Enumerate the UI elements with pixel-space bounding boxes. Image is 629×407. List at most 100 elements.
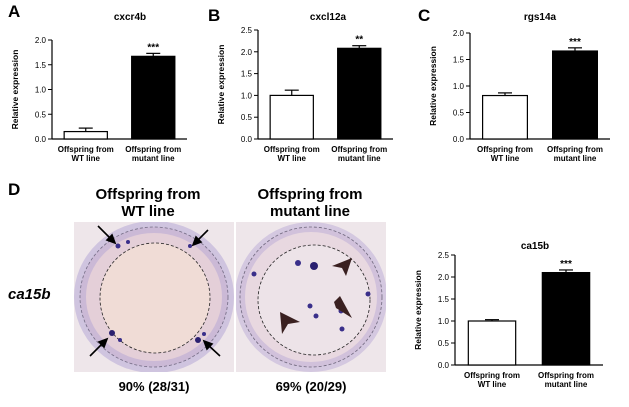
bar-wt (481, 94, 528, 140)
y-axis-label: Relative expression (428, 46, 438, 126)
arrow-icon (202, 339, 214, 351)
x-category-label: Offspring from (538, 371, 594, 380)
panel-label-c: C (418, 6, 431, 25)
significance-marker: ** (355, 35, 363, 46)
y-tick-label: 0.0 (241, 135, 253, 144)
mutant-image-title: Offspring from mutant line (257, 186, 363, 220)
chart-cxcr4b: cxcr4b 0.0 0.5 1.0 1.5 2.0 Relative expression… (10, 12, 187, 163)
chart-ca15b: ca15b 0.0 0.5 1.0 1.5 2.0 2.5 Relative expressi… (413, 241, 603, 389)
x-category-label: Offspring from (331, 145, 387, 154)
bar-wt (467, 320, 517, 366)
y-tick-label: 2.0 (438, 273, 450, 282)
y-axis-label: Relative expression (10, 50, 20, 130)
y-tick-label: 2.0 (35, 36, 47, 45)
stain-ring (236, 222, 386, 372)
stained-cell (313, 313, 319, 319)
y-tick-label: 1.0 (438, 317, 450, 326)
wt-embryo-image (74, 222, 234, 372)
x-category-label: Offspring from (58, 145, 114, 154)
arrow-icon (191, 235, 203, 247)
panel-label-a: A (8, 2, 21, 21)
chart-cxcl12a: cxcl12a 0.0 0.5 1.0 1.5 2.0 2.5 Relative expres… (216, 12, 393, 163)
x-category-label: Offspring from (264, 145, 320, 154)
y-tick-label: 1.5 (35, 61, 47, 70)
y-tick-label: 0.5 (453, 109, 465, 118)
y-tick-label: 1.5 (438, 295, 450, 304)
mutant-percentage: 69% (20/29) (275, 379, 347, 394)
panel-label-b: B (208, 6, 221, 25)
arrowhead-icons (280, 258, 352, 334)
stained-cell (118, 338, 122, 342)
x-category-label: WT line (478, 380, 507, 389)
stain-ring (74, 222, 234, 372)
y-tick-label: 1.0 (241, 91, 253, 100)
y-tick-label: 2.0 (453, 29, 465, 38)
bar-mutant (541, 271, 591, 366)
y-tick-label: 1.5 (453, 56, 465, 65)
y-tick-label: 0.0 (453, 135, 465, 144)
stained-cell (109, 330, 115, 336)
stained-cell (251, 271, 257, 277)
y-axis-label: Relative expression (413, 270, 423, 350)
y-tick-label: 2.0 (241, 48, 253, 57)
y-tick-label: 2.5 (241, 26, 253, 35)
x-category-label: mutant line (554, 154, 597, 163)
x-category-label: Offspring from (125, 145, 181, 154)
mutant-embryo-image (236, 222, 386, 372)
chart-title: rgs14a (524, 12, 557, 23)
x-category-label: WT line (491, 154, 520, 163)
significance-marker: *** (560, 259, 572, 270)
chart-rgs14a: rgs14a 0.0 0.5 1.0 1.5 2.0 Relative expression… (428, 12, 610, 163)
x-category-label: WT line (278, 154, 307, 163)
panel-label-d: D (8, 180, 21, 199)
stained-cell (307, 303, 313, 309)
x-category-label: Offspring from (477, 145, 533, 154)
stained-cell (195, 337, 201, 343)
stained-cell (126, 240, 130, 244)
stained-cell (115, 243, 121, 249)
y-tick-label: 0.5 (438, 339, 450, 348)
y-tick-label: 0.0 (35, 135, 47, 144)
stained-cell (365, 291, 371, 297)
bar-mutant (131, 55, 176, 140)
x-category-label: Offspring from (547, 145, 603, 154)
arrow-icon (97, 337, 109, 349)
bar-mutant (552, 50, 599, 140)
y-axis-label: Relative expression (216, 45, 226, 125)
stained-cell (295, 260, 301, 266)
wt-percentage: 90% (28/31) (118, 379, 190, 394)
arrow-icon (105, 233, 117, 245)
chart-title: cxcl12a (310, 12, 347, 23)
stained-cell (339, 326, 345, 332)
y-tick-label: 0.0 (438, 361, 450, 370)
y-tick-label: 1.5 (241, 70, 253, 79)
bar-wt (63, 130, 108, 140)
y-tick-label: 2.5 (438, 251, 450, 260)
bar-wt (269, 94, 314, 140)
y-tick-label: 1.0 (35, 86, 47, 95)
y-tick-label: 1.0 (453, 82, 465, 91)
significance-marker: *** (569, 37, 581, 48)
chart-title: ca15b (521, 241, 549, 252)
chart-title: cxcr4b (114, 12, 146, 23)
stained-cell (188, 244, 192, 248)
wt-image-title: Offspring from WT line (95, 186, 201, 220)
bar-mutant (337, 47, 382, 140)
stained-cell (310, 262, 318, 270)
arrowhead-icon (334, 296, 352, 318)
significance-marker: *** (147, 42, 159, 53)
x-category-label: WT line (72, 154, 101, 163)
yolk-outline (257, 244, 371, 356)
y-tick-label: 0.5 (241, 113, 253, 122)
x-category-label: Offspring from (464, 371, 520, 380)
yolk-outline (99, 242, 211, 354)
x-category-label: mutant line (338, 154, 381, 163)
gene-label-ca15b: ca15b (8, 286, 51, 303)
x-category-label: mutant line (545, 380, 588, 389)
x-category-label: mutant line (132, 154, 175, 163)
stained-cell (202, 332, 206, 336)
y-tick-label: 0.5 (35, 110, 47, 119)
arrowhead-icon (332, 258, 352, 276)
arrow-icons (89, 225, 221, 357)
arrowhead-icon (280, 312, 300, 334)
